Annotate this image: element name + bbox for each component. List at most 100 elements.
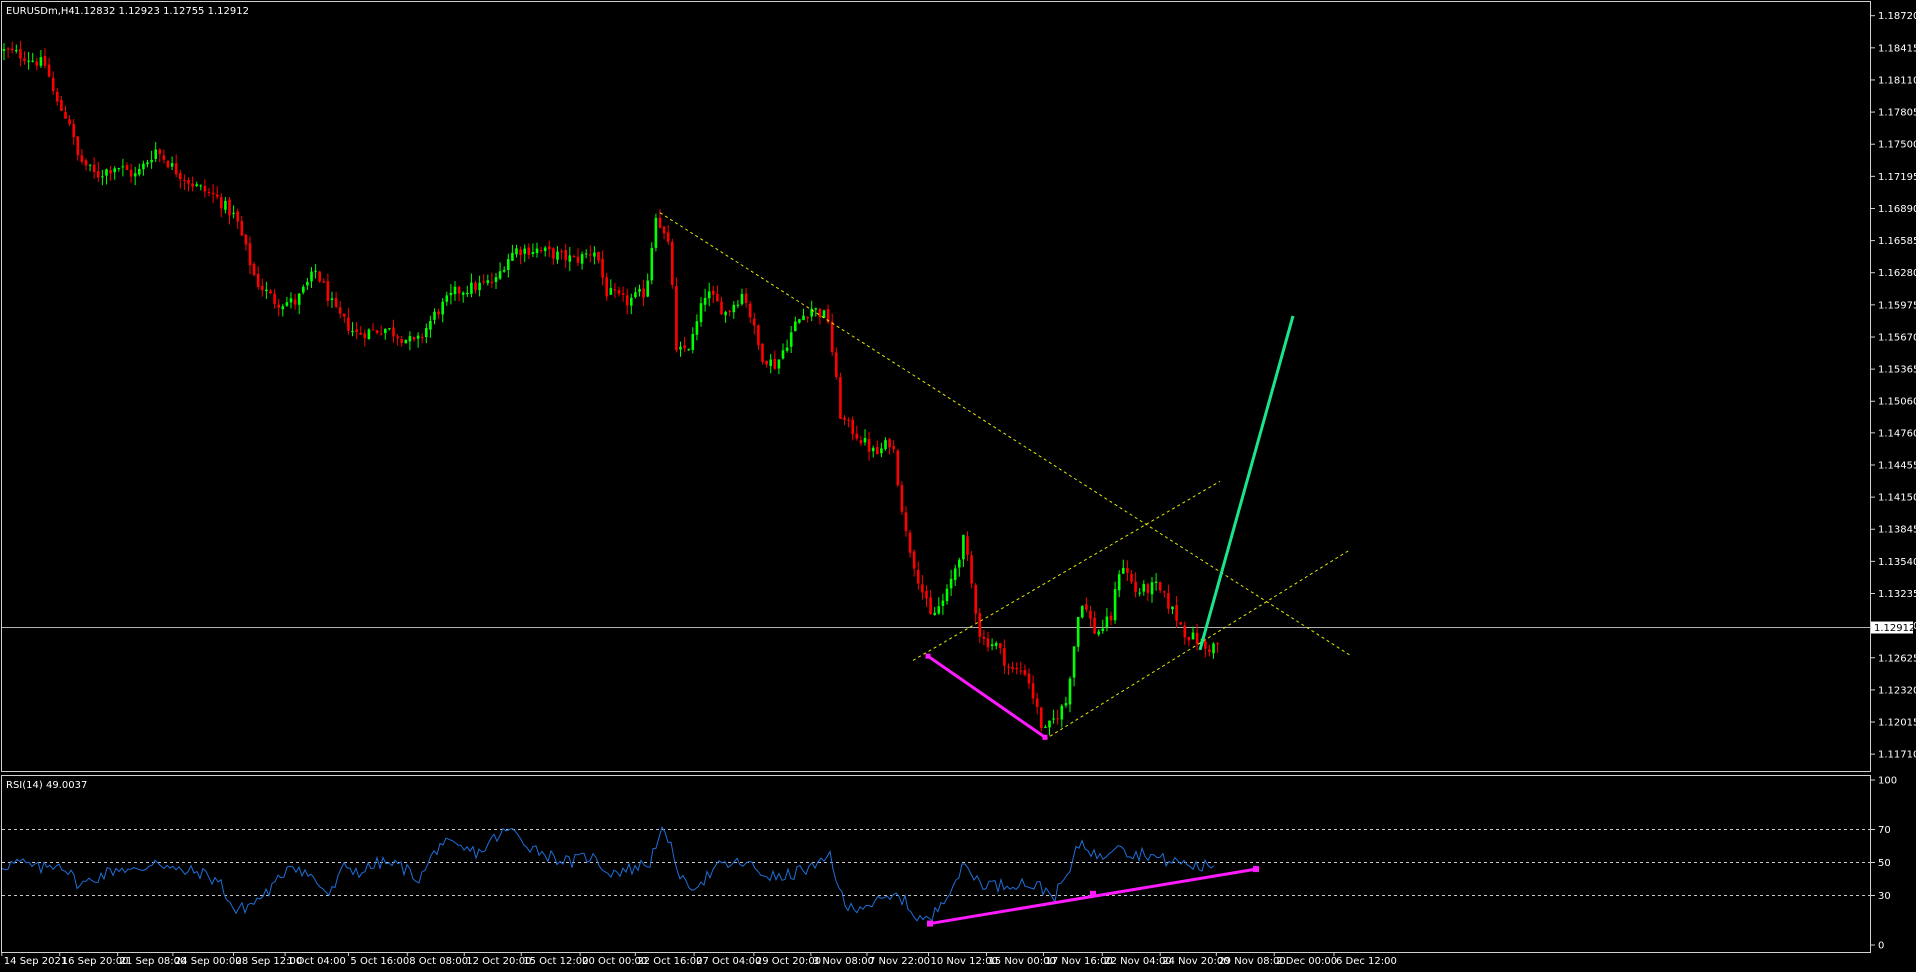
candle-body [252,263,256,276]
price-tick-label: 1.15670 [1878,332,1916,343]
time-tick-label: 10 Nov 12:00 [931,956,998,967]
price-tick-label: 1.16280 [1878,268,1916,279]
time-tick-label: 8 Oct 08:00 [409,956,468,967]
candle-body [921,584,924,593]
candle-body [351,330,354,333]
candle-body [871,447,875,452]
candle-body [47,64,51,77]
candle-body [548,246,551,250]
candle-body [519,249,522,255]
candle-body [1089,610,1092,619]
candle-body [757,325,760,346]
time-tick-label: 21 Sep 08:00 [120,956,187,967]
candle-body [105,169,108,176]
candle-body [666,232,670,242]
candle-body [699,303,703,323]
candle-body [1175,605,1178,621]
candle-body [1138,592,1141,594]
candle-body [64,111,67,119]
time-tick-label: 12 Oct 20:00 [466,956,531,967]
candle-body [396,336,399,339]
time-tick-label: 20 Oct 00:00 [582,956,647,967]
time-tick-label: 24 Nov 20:00 [1162,956,1229,967]
candle-body [925,590,928,599]
candle-body [31,60,34,62]
time-tick-label: 6 Dec 12:00 [1336,956,1397,967]
candle-body [695,321,699,335]
candle-body [941,600,945,606]
candle-body [199,185,203,187]
candle-body [68,119,71,125]
candle-body [285,302,289,306]
candle-body [474,282,477,291]
candle-body [531,252,535,255]
candle-body [609,288,613,295]
candle-body [449,292,453,296]
candle-body [466,292,469,295]
candle-body [535,248,539,253]
candle-body [88,164,92,166]
candle-body [716,293,719,302]
current-price-badge [1871,621,1913,634]
candle-body [1044,726,1047,729]
candle-body [744,293,748,303]
time-tick-label: 1 Oct 04:00 [287,956,346,967]
time-tick-label: 22 Oct 16:00 [637,956,702,967]
candle-body [847,420,850,422]
rsi-tick-label: 50 [1878,858,1891,869]
ohlc-label: 1.12832 1.12923 1.12755 1.12912 [74,6,249,17]
candle-body [724,311,727,316]
candle-body [453,286,457,295]
candle-body [1015,667,1018,670]
candle-body [1117,574,1121,591]
candle-body [1027,673,1031,684]
candle-body [150,159,153,163]
candle-body [170,163,174,167]
candle-body [359,332,362,335]
candle-body [625,295,629,306]
candle-body [962,535,965,560]
candle-body [876,447,879,455]
candle-body [1011,666,1014,669]
candle-body [408,336,412,342]
candle-body [1122,567,1125,574]
price-tick-label: 1.12320 [1878,685,1916,696]
candle-body [1130,574,1133,582]
candle-body [347,317,350,331]
candle-body [556,251,559,260]
candle-body [101,176,104,178]
candle-body [1048,720,1051,728]
price-chart[interactable] [2,40,1870,740]
candle-body [917,569,920,584]
candle-body [1068,678,1072,705]
candle-body [482,281,485,283]
candle-body [589,254,592,256]
candle-body [781,350,785,359]
candle-body [297,293,301,305]
price-tick-label: 1.18415 [1878,43,1916,54]
time-tick-label: 7 Nov 22:00 [869,956,930,967]
price-tick-label: 1.14760 [1878,428,1916,439]
candle-body [502,269,506,272]
candle-body [248,243,252,266]
candle-body [720,301,723,315]
candle-body [986,638,990,648]
candle-body [777,359,781,369]
candle-body [384,328,387,334]
rsi-chart[interactable] [1,825,1870,927]
candle-body [789,332,793,347]
candle-body [15,49,18,52]
candle-body [326,281,330,301]
candle-body [277,304,280,308]
candle-body [330,298,334,301]
candle-body [404,340,408,344]
candle-body [593,252,596,257]
rsi-divergence-point [927,920,933,927]
price-tick-label: 1.16585 [1878,236,1916,247]
candle-body [1171,606,1174,610]
candle-body [880,448,883,454]
candle-body [1126,568,1129,573]
candle-body [687,349,690,351]
